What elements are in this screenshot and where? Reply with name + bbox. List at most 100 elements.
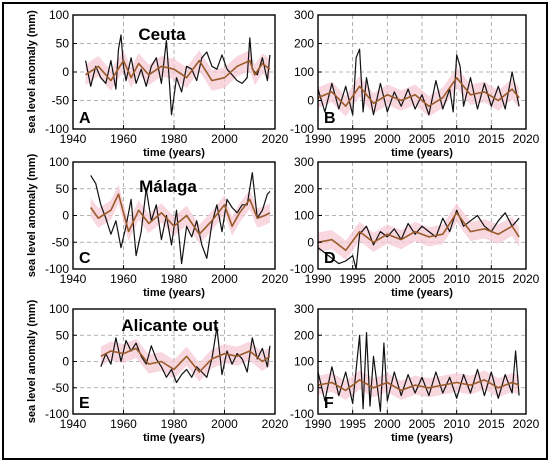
panel-e-ytick-label: -50 — [52, 381, 70, 395]
panel-f-xtick-label: 2005 — [409, 417, 436, 431]
panel-e-letter: E — [79, 395, 90, 412]
panel-c-xtick-label: 1940 — [60, 272, 87, 286]
panel-e-ytick-label: 0 — [62, 355, 69, 369]
panel-e-title: Alicante out — [121, 316, 219, 335]
panel-c-ytick-label: 50 — [56, 182, 70, 196]
panel-a-ytick-label: 50 — [56, 37, 70, 51]
panel-e-ytick-label: -100 — [45, 407, 69, 421]
panel-f-xtick-label: 2015 — [478, 417, 505, 431]
panel-e-xlabel: time (years) — [143, 432, 205, 444]
panel-d-model-line — [317, 212, 520, 252]
panel-e-ytick-label: 100 — [49, 302, 69, 316]
panel-e-xtick-label: 2000 — [211, 417, 238, 431]
panel-a-model-line — [85, 59, 271, 82]
panel-d-ytick-label: 0 — [307, 235, 314, 249]
panel-f-xtick-label: 1995 — [339, 417, 366, 431]
panel-a-xtick-label: 1960 — [110, 132, 137, 146]
panel-c-xtick-label: 2000 — [211, 272, 238, 286]
panel-e-observed-line — [100, 326, 271, 384]
panel-d-letter: D — [324, 250, 336, 267]
panel-b-xtick-label: 1990 — [305, 132, 332, 146]
panel-e-xtick-label: 1960 — [110, 417, 137, 431]
panel-d-observed-line — [317, 209, 520, 270]
panel-c-observed-line — [90, 172, 271, 265]
panel-d-xtick-label: 1995 — [339, 272, 366, 286]
panel-d-xtick-label: 2015 — [478, 272, 505, 286]
panel-d-xtick-label: 1990 — [305, 272, 332, 286]
panel-e-model-line — [100, 347, 271, 373]
panel-f-xtick-label: 2010 — [443, 417, 470, 431]
panel-f-xtick-label: 1990 — [305, 417, 332, 431]
panel-f-observed-line — [317, 332, 520, 412]
panel-a-ytick-label: 100 — [49, 8, 69, 22]
panel-e-ytick-label: 50 — [56, 328, 70, 342]
panel-c-letter: C — [79, 250, 91, 267]
panel-c-ytick-label: -100 — [45, 262, 69, 276]
panel-c-xlabel: time (years) — [143, 287, 205, 299]
panel-b-xtick-label: 2015 — [478, 132, 505, 146]
panel-b-uncertainty-band — [318, 67, 520, 117]
panel-a-observed-line — [85, 34, 271, 116]
panel-d-xtick-label: 2010 — [443, 272, 470, 286]
panel-a-ylabel: sea level anomaly (mm) — [26, 10, 38, 134]
panel-c-model-line — [90, 193, 271, 235]
panel-f-ytick-label: 200 — [294, 328, 314, 342]
panel-c-ytick-label: 0 — [62, 209, 69, 223]
panel-d-ytick-label: 300 — [294, 155, 314, 169]
panel-a-xtick-label: 2000 — [211, 132, 238, 146]
panel-d-uncertainty-band — [318, 203, 520, 260]
panel-c-title: Málaga — [139, 177, 197, 196]
panel-d-ytick-label: -100 — [290, 262, 314, 276]
panel-b-ytick-label: 200 — [294, 37, 314, 51]
panel-c-ytick-label: 100 — [49, 155, 69, 169]
panel-a-xlabel: time (years) — [143, 147, 205, 159]
panel-d-xlabel: time (years) — [391, 287, 453, 299]
panel-c-xtick-label: 1980 — [161, 272, 188, 286]
panel-b-xtick-label: 1995 — [339, 132, 366, 146]
panel-b-model-line — [317, 76, 520, 107]
panel-c-ylabel: sea level anomaly (mm) — [26, 153, 38, 277]
panel-b-xtick-label: 2010 — [443, 132, 470, 146]
panel-d-ytick-label: 200 — [294, 182, 314, 196]
panel-c-xtick-label: 2020 — [262, 272, 289, 286]
panel-c-xtick-label: 1960 — [110, 272, 137, 286]
panel-a-letter: A — [79, 110, 91, 127]
panel-a-ytick-label: 0 — [62, 65, 69, 79]
panel-f-ytick-label: 300 — [294, 302, 314, 316]
panel-b-xtick-label: 2000 — [374, 132, 401, 146]
panel-f-letter: F — [324, 395, 334, 412]
panel-a-ytick-label: -50 — [52, 94, 70, 108]
panel-f-xtick-label: 2000 — [374, 417, 401, 431]
panel-b-xlabel: time (years) — [391, 147, 453, 159]
panel-b-xtick-label: 2005 — [409, 132, 436, 146]
panel-e-xtick-label: 1940 — [60, 417, 87, 431]
panel-b-ytick-label: 100 — [294, 65, 314, 79]
panel-d-xtick-label: 2005 — [409, 272, 436, 286]
panel-e-xtick-label: 1980 — [161, 417, 188, 431]
panel-b-ytick-label: 300 — [294, 8, 314, 22]
panel-c-uncertainty-band — [90, 184, 270, 244]
panel-f-model-line — [317, 379, 520, 392]
panel-b-observed-line — [317, 48, 520, 116]
panel-b-letter: B — [324, 110, 336, 127]
panel-e-xtick-label: 2020 — [262, 417, 289, 431]
panel-f-xlabel: time (years) — [391, 432, 453, 444]
panel-a-title: Ceuta — [138, 25, 186, 44]
panel-a-xtick-label: 1940 — [60, 132, 87, 146]
panel-b-ytick-label: 0 — [307, 94, 314, 108]
panel-f-xtick-label: 2020 — [513, 417, 540, 431]
panel-d-xtick-label: 2000 — [374, 272, 401, 286]
panel-c-ytick-label: -50 — [52, 235, 70, 249]
panel-f-ytick-label: -100 — [290, 407, 314, 421]
panel-e-ylabel: sea level anomaly (mm) — [26, 299, 38, 423]
panel-a-xtick-label: 1980 — [161, 132, 188, 146]
panel-a-ytick-label: -100 — [45, 122, 69, 136]
panel-f-ytick-label: 0 — [307, 381, 314, 395]
panel-f-ytick-label: 100 — [294, 355, 314, 369]
panel-a-uncertainty-band — [85, 50, 270, 91]
panel-a-xtick-label: 2020 — [262, 132, 289, 146]
panel-b-ytick-label: -100 — [290, 122, 314, 136]
panel-e-uncertainty-band — [100, 338, 270, 382]
